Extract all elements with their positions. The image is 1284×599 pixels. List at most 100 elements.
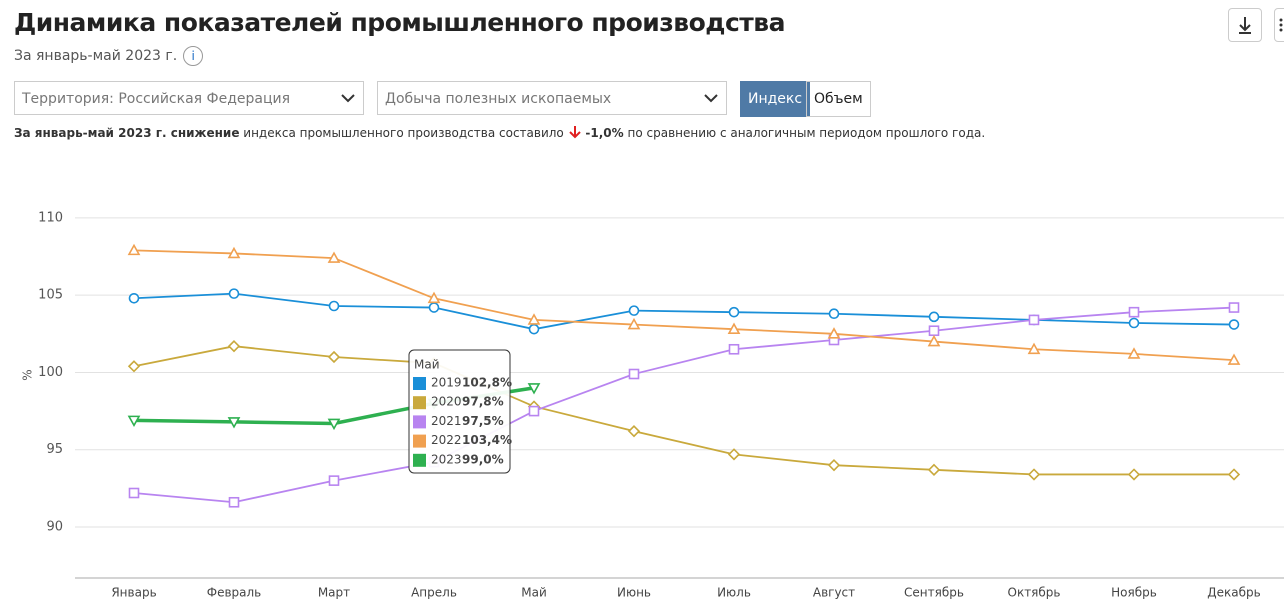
point — [928, 311, 940, 323]
point — [1028, 314, 1040, 326]
summary: За январь-май 2023 г. снижение индекса п… — [14, 125, 985, 140]
info-button[interactable]: i — [183, 46, 204, 66]
point — [628, 368, 640, 380]
point — [127, 360, 141, 373]
territory-select[interactable]: Территория: Российская Федерация — [14, 81, 364, 115]
point — [927, 463, 941, 476]
point — [127, 243, 141, 256]
point — [727, 448, 741, 461]
chevron — [341, 94, 355, 103]
point — [1227, 468, 1241, 481]
x-tick-label: Май — [521, 586, 547, 599]
x-tick-label: Август — [813, 586, 855, 599]
point — [328, 300, 340, 312]
point — [227, 246, 241, 259]
point — [1127, 468, 1141, 481]
point — [628, 305, 640, 316]
point — [1127, 347, 1141, 359]
download-icon — [1239, 17, 1251, 34]
point — [228, 288, 240, 299]
point — [1228, 319, 1240, 330]
summary-tail: по сравнению с аналогичным периодом прош… — [627, 126, 986, 140]
x-tick-label: Октябрь — [1008, 586, 1061, 599]
point — [827, 327, 841, 339]
point — [1027, 468, 1041, 481]
select-text: Добыча полезных ископаемых — [385, 91, 612, 107]
x-tick-label: Декабрь — [1207, 586, 1260, 599]
x-tick-label: Январь — [111, 586, 156, 599]
point — [1027, 342, 1041, 355]
menu-button[interactable] — [1274, 8, 1284, 42]
point — [827, 459, 841, 472]
point — [327, 418, 341, 431]
tooltip: Май 2019 102,8%2020 97,8%2021 97,5%2022 103,4… — [408, 349, 512, 474]
legend-name: 2019 — [431, 376, 462, 390]
point — [727, 322, 741, 334]
point — [1227, 353, 1241, 365]
legend-swatch — [413, 377, 426, 390]
series-line — [133, 306, 1235, 504]
tooltip-box — [408, 349, 511, 474]
point — [828, 308, 840, 320]
legend-swatch — [413, 434, 426, 448]
point — [327, 251, 341, 263]
y-tick-label: 100 — [38, 365, 63, 380]
point — [728, 306, 740, 318]
subtitle: За январь-май 2023 г. i — [14, 46, 204, 66]
y-tick-label: 95 — [46, 442, 63, 457]
point — [1228, 302, 1240, 313]
tooltip-value: 97,5% — [462, 414, 504, 428]
legend-name: 2023 — [431, 452, 462, 466]
chevron — [704, 94, 718, 103]
x-tick-label: Ноябрь — [1111, 586, 1157, 599]
series-line — [133, 345, 1234, 476]
x-tick-label: Июнь — [617, 586, 651, 599]
menu-icon — [1279, 18, 1283, 32]
point — [227, 340, 241, 353]
download-button[interactable] — [1228, 8, 1262, 42]
point — [528, 405, 540, 417]
index-button[interactable]: Индекс — [740, 81, 811, 117]
x-tick-label: Март — [318, 586, 350, 599]
title: Динамика показателей промышленного произ… — [14, 8, 785, 37]
x-tick-label: Июль — [717, 586, 751, 599]
legend-swatch — [413, 396, 426, 410]
y-tick-label: 90 — [46, 520, 63, 535]
y-axis-label: % — [21, 369, 35, 380]
y-tick-label: 110 — [38, 210, 63, 225]
point — [1128, 317, 1140, 329]
tooltip-title: Май — [414, 358, 440, 372]
point — [627, 425, 641, 438]
tooltip-value: 99,0% — [462, 452, 504, 466]
legend-name: 2022 — [431, 433, 462, 447]
point — [327, 350, 341, 364]
point — [328, 475, 340, 486]
x-tick-label: Февраль — [207, 586, 262, 599]
select-text: Территория: Российская Федерация — [22, 91, 291, 107]
point — [527, 313, 541, 325]
point — [1128, 306, 1140, 318]
tooltip-value: 103,4% — [462, 433, 512, 447]
subtitle-text: За январь-май 2023 г. — [14, 48, 178, 64]
point — [228, 496, 240, 508]
y-tick-label: 105 — [38, 288, 63, 303]
legend-name: 2021 — [431, 414, 462, 428]
point — [928, 325, 940, 337]
series-line — [133, 249, 1235, 361]
down-arrow — [568, 126, 581, 139]
point — [128, 487, 140, 499]
series-line — [133, 292, 1235, 331]
volume-button[interactable]: Объем — [806, 81, 871, 117]
x-tick-label: Апрель — [411, 586, 457, 599]
legend-swatch — [413, 415, 426, 429]
tooltip-value: 102,8% — [462, 376, 512, 390]
indicator-select[interactable]: Добыча полезных ископаемых — [377, 81, 727, 115]
summary-middle: индекса промышленного производства соста… — [243, 126, 564, 140]
point — [927, 334, 941, 347]
point — [428, 302, 440, 313]
point — [227, 417, 241, 429]
point — [528, 323, 540, 335]
summary-change: -1,0% — [585, 126, 624, 140]
